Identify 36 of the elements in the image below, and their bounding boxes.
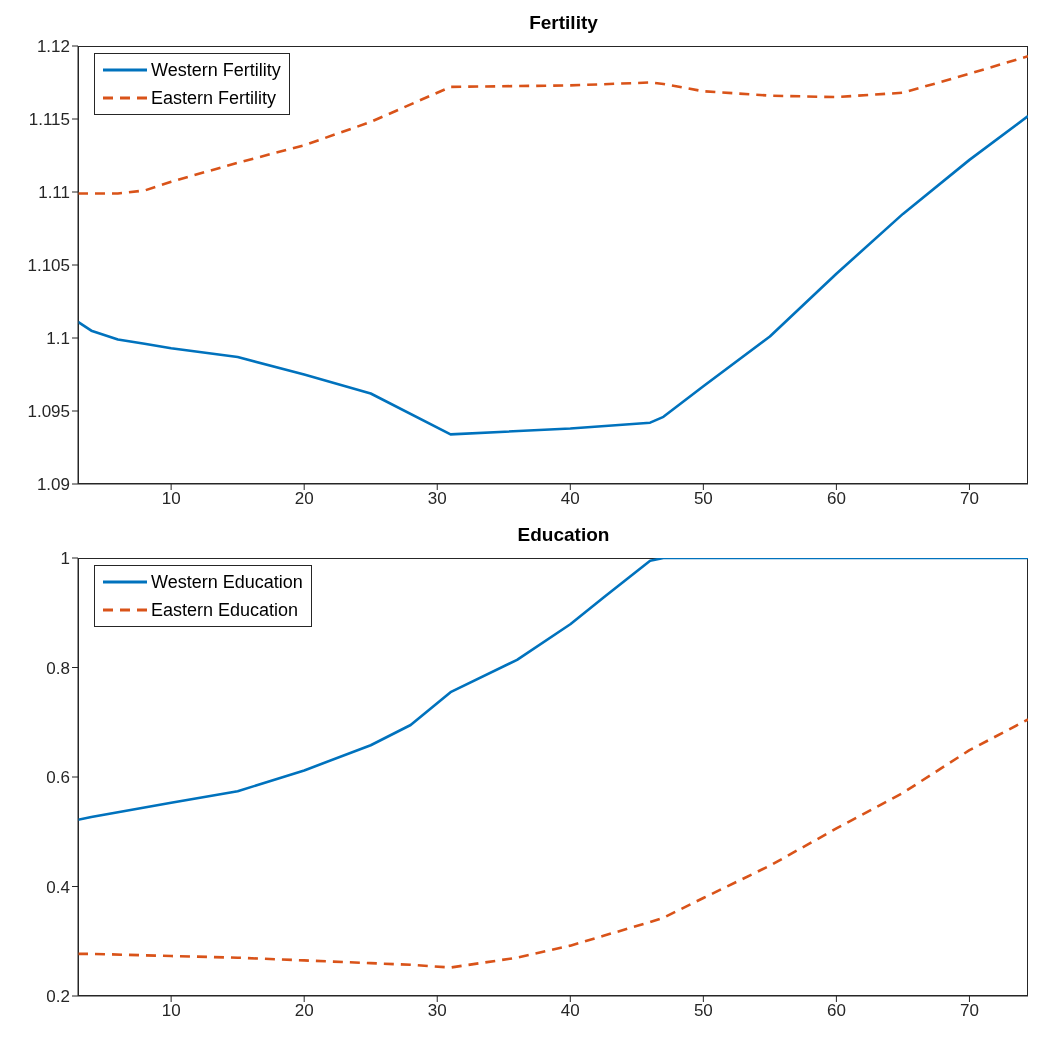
y-tick-label: 1 bbox=[60, 549, 70, 569]
y-tick-label: 1.1 bbox=[46, 329, 70, 349]
y-tick-label: 0.4 bbox=[46, 877, 70, 897]
chart-title: Education bbox=[516, 523, 611, 547]
x-tick-label: 30 bbox=[427, 1001, 447, 1021]
y-tick-label: 1.115 bbox=[28, 110, 70, 130]
x-tick-label: 50 bbox=[693, 489, 713, 509]
line-series bbox=[78, 54, 1028, 195]
y-tick-label: 1.095 bbox=[27, 402, 70, 422]
chart-title: Fertility bbox=[528, 11, 599, 35]
y-tick-label: 1.11 bbox=[38, 183, 70, 203]
x-tick-label: 10 bbox=[161, 1001, 181, 1021]
x-tick-label: 70 bbox=[960, 489, 979, 509]
y-tick-label: 0.2 bbox=[46, 987, 70, 1007]
x-tick-label: 20 bbox=[294, 1001, 314, 1021]
y-tick-label: 0.6 bbox=[46, 768, 70, 788]
legend-label: Western Education bbox=[151, 571, 303, 594]
x-tick-label: 10 bbox=[161, 489, 181, 509]
x-tick-label: 20 bbox=[294, 489, 314, 509]
y-tick-label: 1.09 bbox=[36, 475, 70, 495]
y-tick-label: 0.8 bbox=[46, 658, 70, 678]
y-tick-label: 1.105 bbox=[27, 256, 70, 276]
x-tick-label: 70 bbox=[960, 1001, 979, 1021]
x-tick-label: 40 bbox=[560, 489, 580, 509]
x-tick-label: 40 bbox=[560, 1001, 580, 1021]
x-tick-label: 30 bbox=[427, 489, 447, 509]
x-tick-label: 50 bbox=[693, 1001, 713, 1021]
legend-label: Western Fertility bbox=[151, 59, 281, 82]
legend-label: Eastern Education bbox=[151, 599, 299, 622]
x-tick-label: 60 bbox=[826, 489, 846, 509]
line-series bbox=[78, 114, 1028, 436]
legend-label: Eastern Fertility bbox=[151, 87, 277, 110]
line-series bbox=[78, 718, 1028, 969]
y-tick-label: 1.12 bbox=[36, 37, 70, 57]
x-tick-label: 60 bbox=[826, 1001, 846, 1021]
line-series bbox=[78, 558, 1028, 822]
